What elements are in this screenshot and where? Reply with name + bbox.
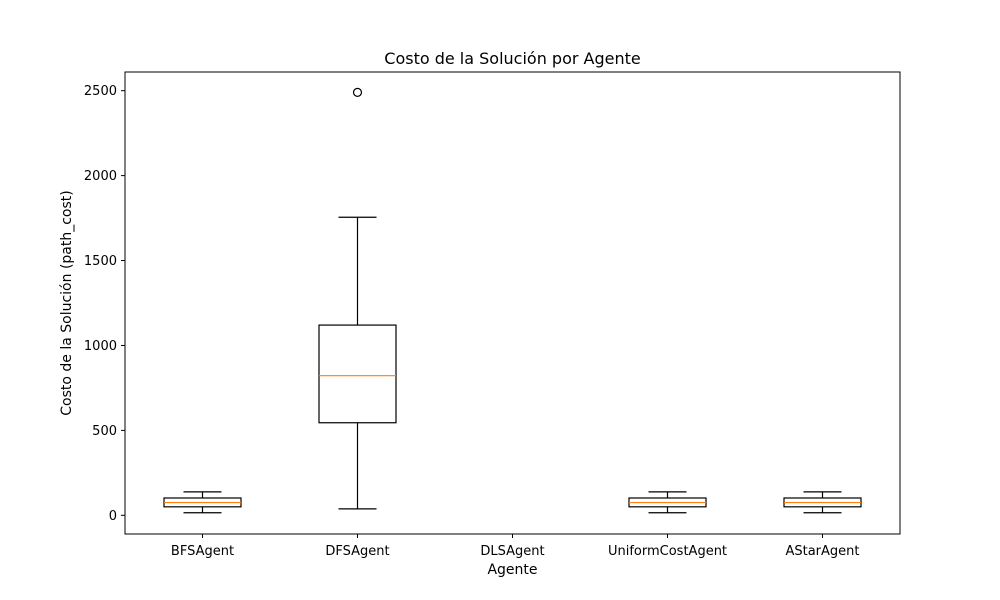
plot-frame bbox=[124, 71, 901, 535]
x-axis-label: Agente bbox=[487, 562, 537, 578]
x-tick-label: UniformCostAgent bbox=[608, 544, 727, 559]
y-axis: 0 500 1000 1500 2000 2500 bbox=[84, 84, 125, 524]
y-tick-label: 2000 bbox=[84, 169, 117, 184]
iqr-box bbox=[318, 324, 397, 424]
y-tick-label: 500 bbox=[92, 424, 117, 439]
x-tick-label: DLSAgent bbox=[480, 544, 544, 559]
x-tick-label: AStarAgent bbox=[785, 544, 859, 559]
y-tick-label: 1000 bbox=[84, 339, 117, 354]
box-group bbox=[163, 491, 242, 514]
y-tick-label: 2500 bbox=[84, 84, 117, 99]
x-tick-label: BFSAgent bbox=[171, 544, 234, 559]
y-axis-label: Costo de la Solución (path_cost) bbox=[59, 190, 75, 416]
box-group bbox=[628, 491, 707, 514]
y-tick-label: 0 bbox=[109, 509, 117, 524]
box-group bbox=[318, 87, 397, 510]
box-group bbox=[783, 491, 862, 514]
chart-title: Costo de la Solución por Agente bbox=[384, 49, 640, 68]
outlier-point bbox=[352, 87, 363, 97]
x-axis: BFSAgent DFSAgent DLSAgent UniformCostAgent… bbox=[171, 534, 860, 559]
plot-area bbox=[163, 87, 862, 514]
y-tick-label: 1500 bbox=[84, 254, 117, 269]
x-tick-label: DFSAgent bbox=[325, 544, 389, 559]
